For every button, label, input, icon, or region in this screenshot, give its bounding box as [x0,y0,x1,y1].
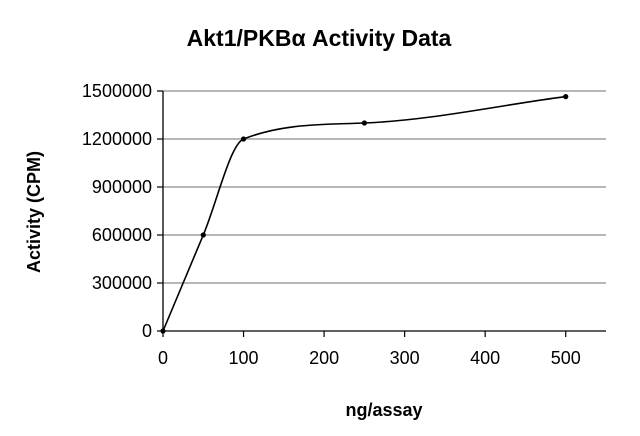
tick-labels: 0 300000 600000 900000 1200000 1500000 0 100 200… [82,81,581,368]
y-tick-label-0: 0 [142,321,152,341]
data-point-2 [240,136,247,142]
x-tick-label-4: 400 [470,348,500,368]
y-tick-label-5: 1500000 [82,81,152,101]
series-line-0 [162,95,566,332]
y-axis-title: Activity (CPM) [24,151,44,273]
x-tick-label-0: 0 [158,348,168,368]
x-tick-label-2: 200 [309,348,339,368]
x-tick-label-5: 500 [551,348,581,368]
y-tick-label-2: 600000 [92,225,152,245]
data-point-3 [361,120,367,126]
x-tick-label-1: 100 [229,348,259,368]
y-tick-label-3: 900000 [92,177,152,197]
data-point-4 [563,94,569,100]
data-point-1 [200,232,206,238]
x-axis-title: ng/assay [345,400,422,420]
data-point-0 [160,328,166,334]
grid [163,90,606,284]
axes [157,90,606,337]
y-tick-label-1: 300000 [92,273,152,293]
chart-title: Akt1/PKBα Activity Data [187,25,452,51]
y-tick-label-4: 1200000 [82,129,152,149]
x-tick-label-3: 300 [390,348,420,368]
series [160,94,569,334]
